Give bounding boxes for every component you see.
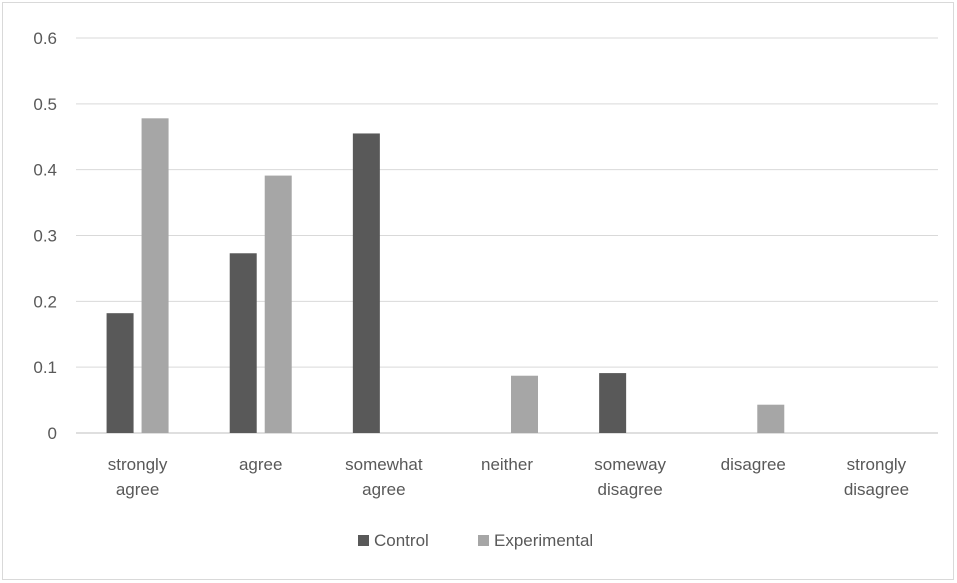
- y-tick-label: 0.5: [33, 95, 57, 114]
- x-category-label: strongly agree: [108, 455, 168, 499]
- legend-swatch-experimental: [478, 535, 489, 546]
- y-tick-label: 0.3: [33, 227, 57, 246]
- y-tick-label: 0.1: [33, 358, 57, 377]
- bar-control-1: [229, 253, 257, 433]
- x-category-label: agree: [239, 455, 282, 474]
- x-category-label: neither: [481, 455, 533, 474]
- y-tick-label: 0: [48, 424, 57, 443]
- x-category-label: strongly disagree: [844, 455, 909, 499]
- legend-label-experimental: Experimental: [494, 531, 593, 550]
- bar-control-2: [352, 133, 380, 434]
- bar-experimental-5: [757, 404, 785, 433]
- bar-control-0: [106, 313, 134, 433]
- gridlines: [76, 37, 938, 434]
- y-tick-label: 0.2: [33, 292, 57, 311]
- y-tick-label: 0.4: [33, 161, 57, 180]
- y-axis-tick-labels: 0 0.1 0.2 0.3 0.4 0.5 0.6: [33, 29, 57, 443]
- bar-control-4: [599, 373, 627, 433]
- y-tick-label: 0.6: [33, 29, 57, 48]
- bar-experimental-1: [264, 175, 292, 433]
- bars: [106, 118, 785, 434]
- bar-experimental-0: [141, 118, 169, 434]
- legend-swatch-control: [358, 535, 369, 546]
- x-category-label: somewhat agree: [345, 455, 423, 499]
- x-category-label: disagree: [721, 455, 786, 474]
- legend-label-control: Control: [374, 531, 429, 550]
- x-category-label: someway disagree: [594, 455, 666, 499]
- bar-experimental-3: [511, 375, 538, 433]
- legend: Control Experimental: [358, 531, 593, 550]
- x-axis-category-labels: strongly agree agree somewhat agree neither so…: [108, 455, 909, 499]
